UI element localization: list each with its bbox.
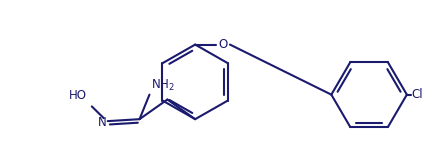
Text: NH$_2$: NH$_2$ [152, 78, 175, 93]
Text: N: N [98, 116, 107, 129]
Text: Cl: Cl [412, 88, 423, 101]
Text: HO: HO [69, 90, 87, 102]
Text: O: O [219, 38, 228, 51]
